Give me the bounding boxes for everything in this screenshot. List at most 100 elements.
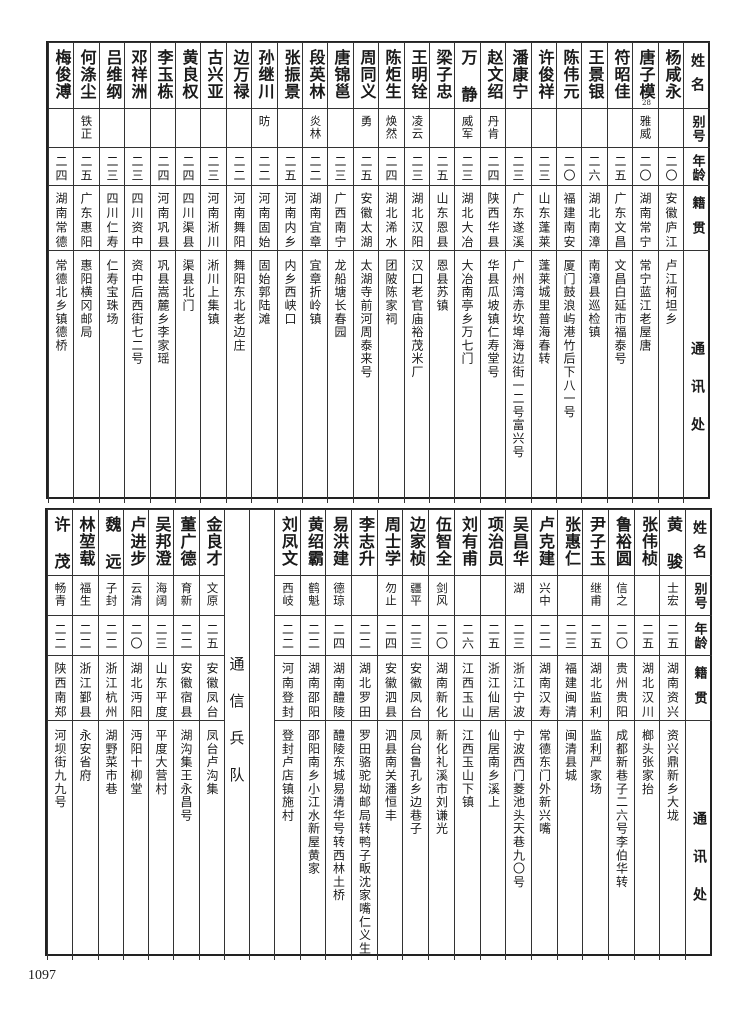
age: 二三: [408, 623, 423, 651]
header-address: 通讯处: [689, 341, 705, 455]
roster-person-name-cell: 易洪建: [325, 509, 352, 575]
person-name: 黄良权: [179, 49, 199, 100]
roster-address-cell: 龙船塘长春园: [327, 250, 353, 503]
age: 二三: [130, 155, 144, 183]
roster-alias-cell: [607, 108, 633, 147]
alias: 云清: [129, 582, 144, 607]
roster-age-cell: 二四: [150, 147, 176, 185]
roster-address-cell: 卢江柯坦乡: [658, 250, 684, 503]
roster-age-cell: 二四: [377, 615, 404, 655]
address: 惠阳横冈邮局: [79, 259, 93, 339]
age: 二四: [54, 155, 68, 183]
roster-alias-cell: 士宏: [659, 575, 686, 615]
roster-person-name-cell: 周同义: [353, 42, 379, 108]
roster-person-name-cell: 黄 骏: [659, 509, 686, 575]
age: 二四: [384, 155, 398, 183]
roster-age-cell: 二三: [557, 615, 584, 655]
roster-address-cell: 新化礼溪市刘谦光: [428, 720, 455, 960]
roster-address-cell: 罗田骆驼坳邮局转鸭子畈沈家嘴仁义生: [351, 720, 378, 960]
roster-native-place-cell: 贵州贵阳: [608, 655, 635, 720]
alias: 福生: [78, 582, 93, 607]
roster-person-name-cell: 项治员: [480, 509, 507, 575]
roster-age-cell: 二三: [148, 615, 174, 655]
age: 二六: [460, 623, 475, 651]
address: 沔阳十柳堂: [129, 729, 143, 796]
roster-alias-cell: 云清: [123, 575, 149, 615]
roster-age-cell: 二三: [404, 147, 430, 185]
roster-age-cell: 二二: [226, 147, 252, 185]
address: 监利严家场: [588, 729, 603, 796]
native-place: 江西玉山: [460, 662, 475, 720]
native-place: 山东平度: [154, 662, 168, 720]
roster-native-place-cell: 湖北大冶: [454, 185, 480, 250]
header-address: 通讯处: [691, 811, 707, 925]
person-name: 唐子模: [636, 49, 656, 100]
native-place: 河南舞阳: [232, 192, 246, 250]
address: 仁寿宝珠场: [105, 259, 119, 326]
address: 醴陵东城易清华号转西林土桥: [331, 729, 346, 902]
native-place: 福建闽清: [563, 662, 578, 720]
native-place: 陕西南郑: [53, 662, 67, 720]
header-origin: 籍贯: [689, 196, 705, 246]
age: 二三: [537, 155, 551, 183]
roster-alias-cell: 雅威: [632, 108, 658, 147]
roster-person-name-cell: 许 茂: [47, 509, 73, 575]
roster-address-cell: 南漳县巡检镇: [581, 250, 607, 503]
roster-native-place-cell: 湖南新化: [428, 655, 455, 720]
roster-address-cell: 仙居南乡溪上: [480, 720, 507, 960]
roster-age-cell: 二四: [378, 147, 404, 185]
roster-alias-cell: [581, 108, 607, 147]
roster-person-name-cell: 吕维纲: [99, 42, 125, 108]
roster-alias-cell: [480, 575, 507, 615]
native-place: 福建南安: [562, 192, 576, 250]
age: 二二: [104, 623, 118, 651]
alias: 炎林: [308, 115, 323, 140]
roster-age-cell: 二〇: [632, 147, 658, 185]
age: 二二: [537, 623, 552, 651]
age: 二五: [79, 155, 93, 183]
roster-age-cell: 二三: [505, 615, 532, 655]
roster-native-place-cell: 广东遂溪: [505, 185, 531, 250]
native-place: 河南巩县: [156, 192, 170, 250]
person-name: 金良才: [203, 516, 223, 567]
native-place: 湖北罗田: [357, 662, 372, 720]
roster-age-cell: 二六: [581, 147, 607, 185]
alias: 剑风: [435, 582, 449, 607]
roster-address-cell: 沔阳十柳堂: [123, 720, 149, 960]
roster-person-name-cell: 林堃载: [72, 509, 98, 575]
roster-age-cell: 二〇: [428, 615, 455, 655]
alias: 凌云: [410, 115, 425, 140]
roster-address-cell: 蓬莱城里普海春转: [531, 250, 557, 503]
roster-age-cell: 二〇: [608, 615, 635, 655]
native-place: 河南登封: [280, 662, 295, 720]
roster-address-cell: 江西玉山下镇: [454, 720, 481, 960]
roster-age-cell: 二二: [351, 615, 378, 655]
native-place: 湖南邵阳: [306, 662, 321, 720]
roster-person-name-cell: 吴邦澄: [148, 509, 174, 575]
roster-address-cell: 厦门鼓浪屿港竹后下八一号: [556, 250, 582, 503]
person-name: 张伟桢: [639, 516, 658, 567]
alias: 育新: [179, 582, 194, 607]
header-name-cell: 姓名: [683, 42, 710, 108]
address: 汉口老官庙裕茂米厂: [410, 259, 424, 379]
address: 厦门鼓浪屿港竹后下八一号: [562, 259, 576, 419]
person-name: 董广德: [177, 516, 197, 567]
footnote-marker: 28: [642, 99, 651, 107]
roster-age-cell: 二二: [300, 615, 327, 655]
roster-address-cell: 平度大营村: [148, 720, 174, 960]
roster-address-cell: 宜章折岭镇: [302, 250, 328, 503]
native-place: 湖北南漳: [587, 192, 601, 250]
native-place: 浙江仙居: [486, 662, 501, 720]
age: 二二: [53, 623, 67, 651]
roster-age-cell: 二三: [531, 147, 557, 185]
roster-alias-cell: [99, 108, 125, 147]
roster-person-name-cell: 王明铨: [404, 42, 430, 108]
roster-person-name-cell: 陈炬生: [378, 42, 404, 108]
roster-age-cell: 二二: [251, 147, 277, 185]
alias: 鹤魁: [307, 582, 321, 607]
roster-person-name-cell: 魏 远: [98, 509, 124, 575]
roster-person-name-cell: 符昭佳: [607, 42, 633, 108]
person-name: 符昭佳: [611, 49, 631, 100]
native-place: 湖北浠水: [384, 192, 398, 250]
roster-alias-cell: 炎林: [302, 108, 328, 147]
